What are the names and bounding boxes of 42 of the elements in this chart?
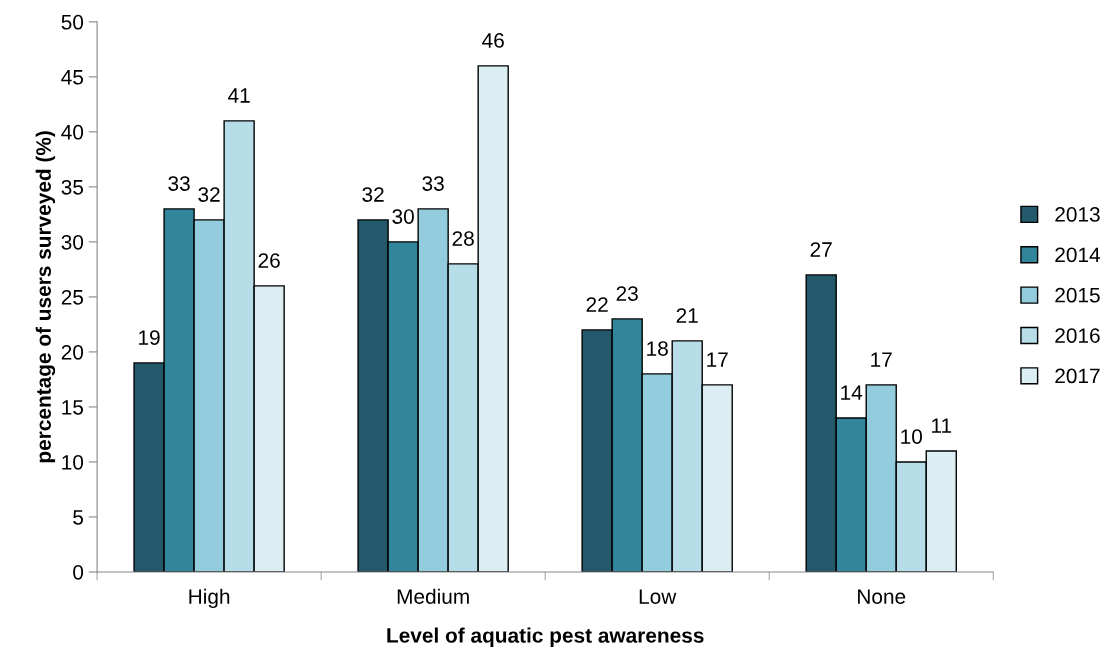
data-label: 14 (841, 385, 863, 400)
data-label: 19 (139, 330, 160, 345)
y-tick-label: 50 (61, 14, 84, 30)
data-label: 32 (362, 187, 384, 202)
data-label: 10 (901, 429, 923, 444)
data-label: 18 (647, 341, 668, 356)
x-tick-label: Low (639, 589, 677, 604)
data-label: 46 (482, 33, 504, 48)
data-label: 26 (258, 253, 280, 268)
y-tick-label: 30 (61, 234, 84, 250)
x-tick-label: None (858, 589, 906, 604)
x-tick-label: Medium (397, 588, 469, 604)
y-tick-label: 10 (62, 454, 84, 470)
data-label: 22 (586, 297, 608, 312)
data-label: 21 (676, 308, 698, 323)
data-label: 41 (228, 88, 250, 103)
legend-label: 2014 (1055, 247, 1101, 263)
legend-label: 2016 (1055, 328, 1100, 343)
y-tick-label: 0 (73, 564, 84, 580)
data-label: 28 (452, 231, 474, 246)
y-tick-label: 25 (61, 289, 84, 305)
y-tick-label: 5 (73, 510, 84, 525)
legend-label: 2015 (1055, 287, 1100, 303)
data-label: 17 (707, 352, 728, 367)
data-label: 33 (168, 176, 190, 191)
data-label: 11 (932, 418, 952, 433)
data-label: 23 (616, 286, 638, 301)
data-label: 17 (871, 352, 892, 367)
x-tick-label: High (189, 588, 230, 609)
y-tick-label: 40 (61, 124, 84, 140)
x-axis-title: Level of aquatic pest awareness (387, 627, 704, 647)
y-tick-label: 20 (61, 344, 84, 360)
data-label: 27 (810, 242, 832, 257)
legend-label: 2017 (1055, 368, 1100, 384)
y-tick-label: 35 (61, 179, 84, 195)
data-label: 33 (422, 176, 444, 191)
data-label: 30 (392, 209, 414, 224)
data-label: 32 (198, 187, 220, 202)
legend-label: 2013 (1055, 207, 1100, 222)
y-tick-label: 15 (62, 400, 84, 415)
y-tick-label: 45 (61, 70, 84, 85)
y-axis-title: percentage of users surveyed (%) (35, 131, 56, 463)
